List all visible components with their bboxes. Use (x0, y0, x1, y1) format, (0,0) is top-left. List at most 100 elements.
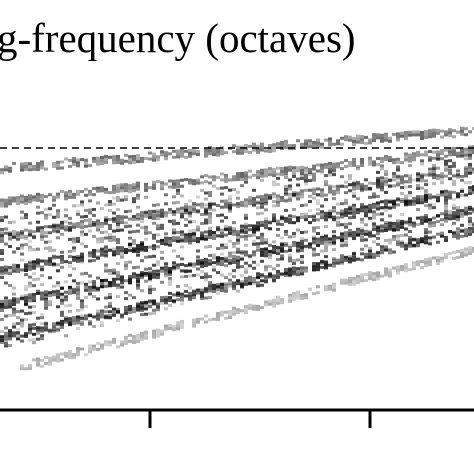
texture-cell (252, 200, 256, 204)
texture-cell (332, 192, 336, 196)
texture-cell (176, 324, 180, 328)
texture-cell (24, 294, 28, 298)
texture-cell (200, 189, 204, 192)
texture-cell (312, 140, 316, 144)
texture-cell (16, 232, 20, 236)
texture-cell (256, 263, 260, 267)
texture-cell (136, 253, 140, 257)
texture-cell (76, 285, 80, 289)
texture-cell (212, 261, 216, 265)
texture-cell (432, 164, 436, 168)
texture-cell (428, 218, 432, 222)
texture-cell (288, 165, 292, 169)
texture-cell (44, 240, 48, 244)
texture-cell (100, 282, 104, 286)
texture-cell (176, 298, 180, 302)
texture-cell (340, 281, 344, 285)
texture-cell (44, 216, 48, 220)
texture-cell (16, 300, 20, 304)
texture-cell (0, 341, 4, 345)
texture-cell (352, 212, 356, 216)
texture-cell (100, 249, 104, 252)
texture-cell (0, 234, 4, 237)
texture-cell (392, 132, 396, 136)
texture-cell (152, 186, 156, 190)
texture-cell (136, 205, 140, 209)
texture-cell (468, 156, 472, 160)
texture-cell (432, 167, 436, 171)
texture-cell (20, 194, 24, 198)
texture-cell (180, 257, 184, 261)
texture-cell (316, 212, 320, 216)
texture-cell (204, 230, 208, 234)
texture-cell (40, 226, 44, 230)
texture-cell (336, 139, 340, 143)
texture-cell (344, 201, 348, 205)
texture-cell (112, 283, 116, 287)
texture-cell (136, 276, 140, 280)
texture-cell (316, 141, 320, 145)
texture-cell (408, 177, 412, 181)
texture-cell (464, 133, 468, 137)
texture-cell (116, 189, 120, 193)
texture-cell (300, 171, 304, 175)
texture-cell (392, 199, 396, 203)
texture-cell (196, 209, 200, 213)
texture-cell (472, 167, 474, 171)
texture-cell (260, 174, 264, 178)
texture-cell (404, 202, 408, 206)
texture-cell (244, 180, 248, 184)
texture-cell (72, 316, 76, 320)
texture-cell (92, 213, 96, 217)
texture-cell (360, 157, 364, 161)
texture-cell (148, 279, 152, 283)
texture-cell (8, 169, 12, 173)
texture-cell (392, 174, 396, 178)
texture-cell (452, 221, 456, 225)
texture-cell (432, 221, 436, 225)
texture-cell (60, 254, 64, 258)
texture-cell (24, 216, 28, 220)
texture-cell (20, 339, 24, 343)
texture-cell (276, 269, 280, 273)
texture-cell (308, 173, 312, 177)
texture-cell (456, 195, 460, 199)
texture-cell (92, 285, 96, 289)
texture-cell (400, 240, 404, 243)
texture-cell (28, 229, 32, 233)
texture-cell (256, 245, 260, 249)
texture-cell (36, 363, 40, 367)
texture-cell (52, 263, 56, 267)
texture-cell (468, 226, 472, 230)
texture-cell (344, 243, 348, 247)
texture-cell (320, 169, 324, 173)
texture-cell (76, 254, 80, 258)
texture-cell (312, 187, 316, 191)
texture-cell (104, 343, 108, 347)
texture-cell (352, 258, 356, 262)
texture-cell (296, 228, 300, 232)
texture-cell (48, 328, 52, 332)
texture-cell (4, 314, 8, 318)
texture-cell (12, 286, 16, 290)
texture-cell (360, 138, 364, 142)
texture-cell (276, 246, 280, 250)
texture-cell (48, 240, 52, 244)
texture-cell (288, 187, 292, 191)
texture-cell (136, 217, 140, 221)
texture-cell (164, 271, 168, 275)
texture-cell (304, 145, 308, 149)
texture-cell (268, 272, 272, 276)
texture-cell (332, 162, 336, 166)
texture-cell (76, 259, 80, 263)
texture-cell (420, 237, 424, 241)
texture-cell (224, 264, 228, 268)
texture-cell (356, 137, 360, 141)
texture-cell (236, 259, 240, 263)
texture-cell (52, 229, 56, 233)
texture-cell (164, 239, 168, 243)
texture-cell (228, 197, 232, 201)
texture-cell (296, 293, 300, 297)
texture-cell (0, 305, 4, 309)
texture-cell (472, 191, 474, 195)
